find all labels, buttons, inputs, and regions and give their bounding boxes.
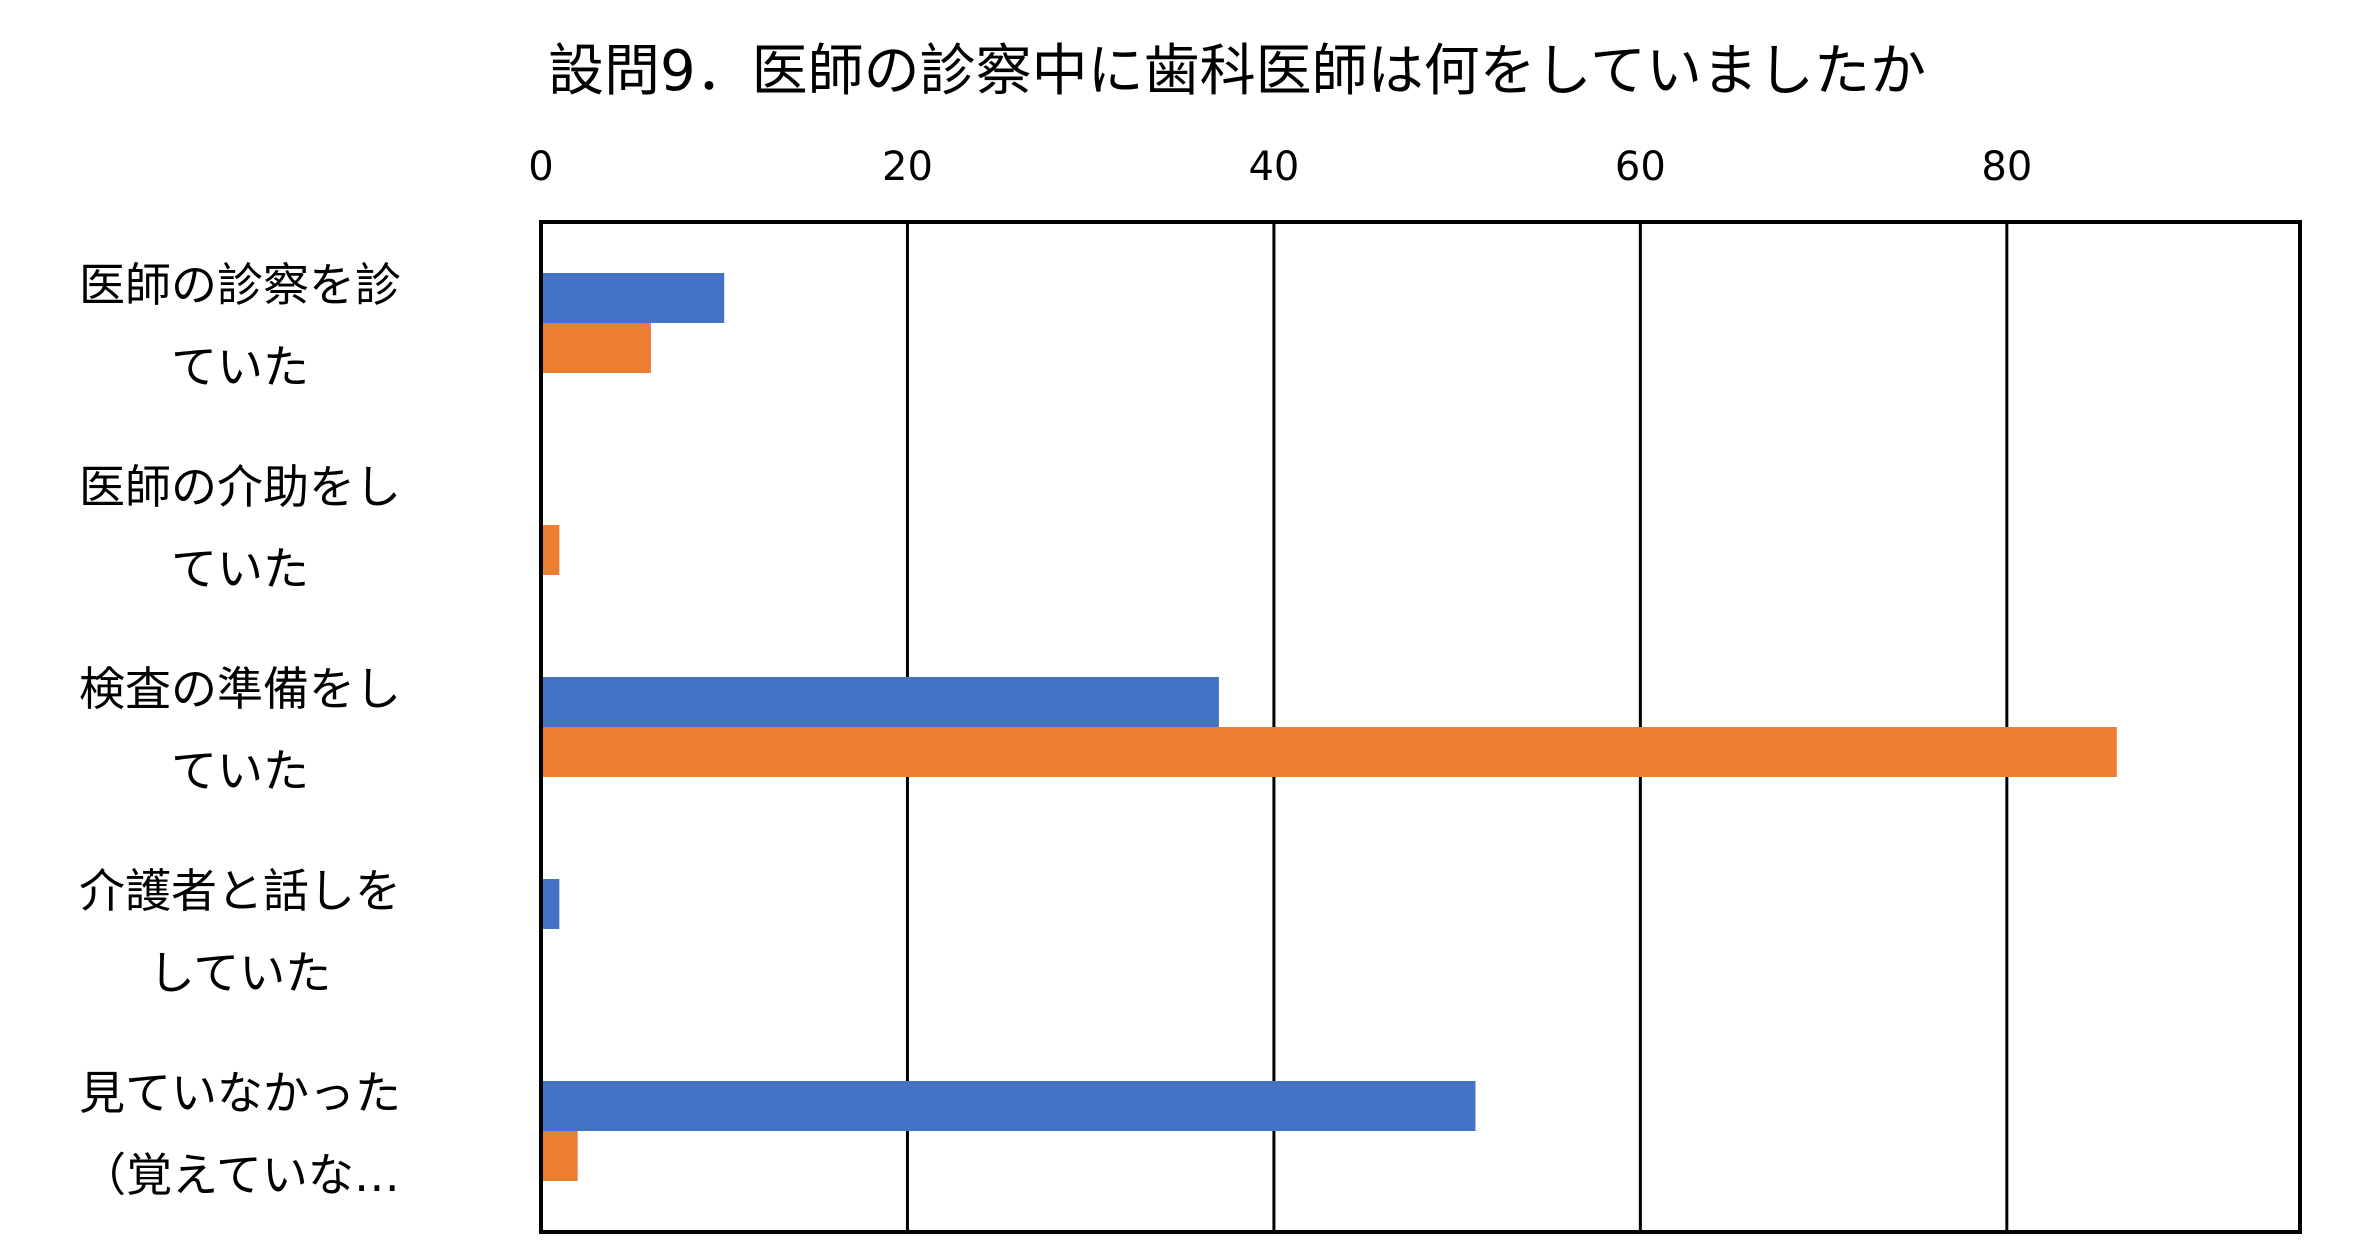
bar-series2-cat2 [541,525,560,575]
bar-series1-cat3 [541,677,1219,727]
category-label: 医師の診察を診 [79,258,401,312]
x-tick-label: 80 [1981,144,2032,190]
category-label: 検査の準備をし [79,662,401,716]
x-tick-label: 40 [1248,144,1299,190]
category-label: 医師の介助をし [79,460,401,514]
x-tick-label: 60 [1615,144,1666,190]
category-label: （覚えていな… [80,1148,400,1202]
bar-series1-cat4 [541,879,560,929]
bar-series1-cat5 [541,1081,1476,1131]
category-label: 見ていなかった [79,1066,401,1120]
bar-series1-cat1 [541,273,725,323]
x-axis-tick-labels: 0 20 40 60 80 [528,144,2032,190]
category-label: ていた [171,542,309,596]
bar-series2-cat1 [541,323,651,373]
category-label: ていた [171,340,309,394]
bar-series2-cat3 [541,727,2117,777]
x-tick-label: 0 [528,144,553,190]
bar-series2-cat5 [541,1131,578,1181]
chart-title: 設問9．医師の診察中に歯科医師は何をしていましたか [548,39,1926,104]
bars [541,273,2117,1181]
plot-area-frame [539,220,2302,1234]
category-label: していた [149,946,332,1000]
x-tick-label: 20 [882,144,933,190]
category-label: ていた [171,744,309,798]
y-axis-category-labels: 医師の診察を診ていた医師の介助をしていた検査の準備をしていた介護者と話しをしてい… [79,258,401,1202]
category-label: 介護者と話しを [79,864,401,918]
